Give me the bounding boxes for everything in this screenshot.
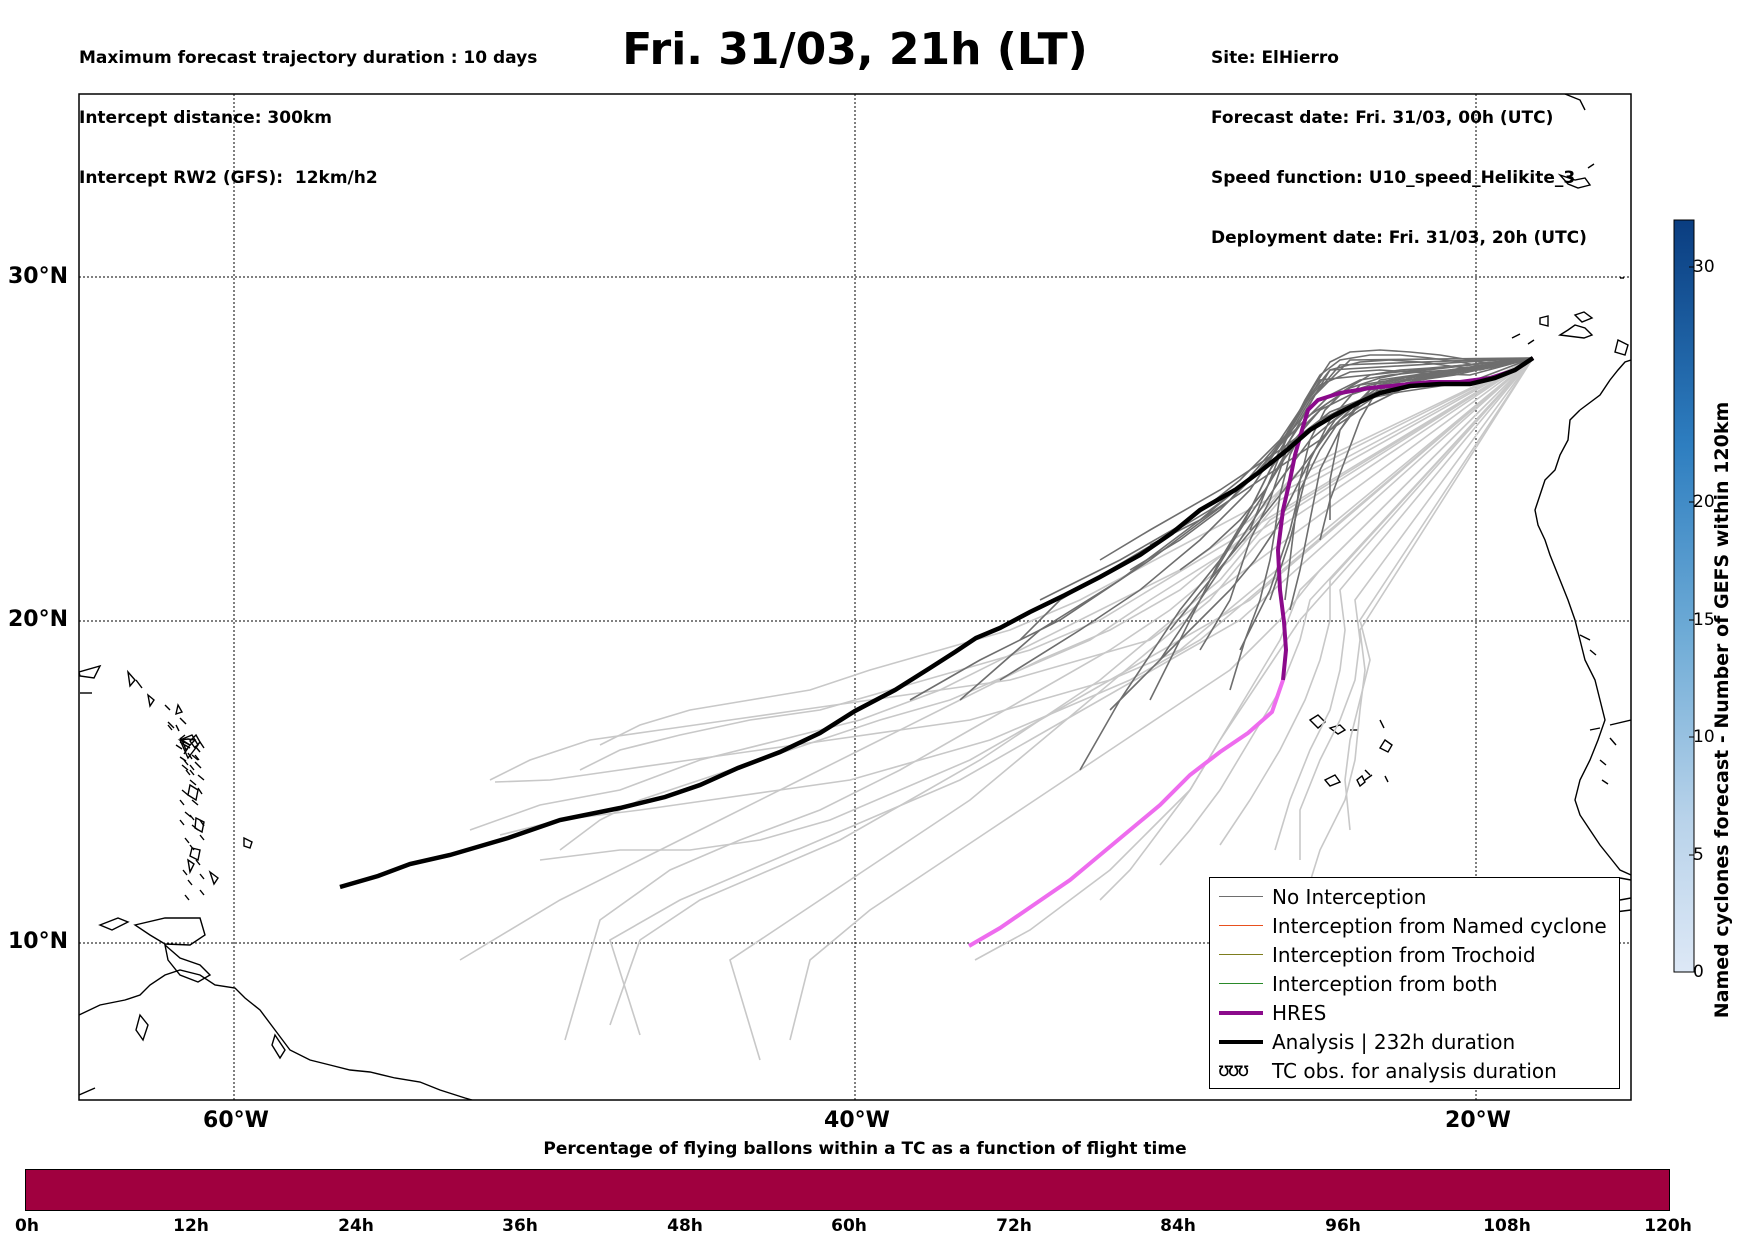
legend-item-hres: HRES [1210,998,1619,1027]
ensemble-track [564,357,1534,1041]
ensemble-track [1284,357,1534,601]
colorbar [1673,219,1695,973]
ensemble-track [1329,357,1534,520]
ensemble-track [579,357,1534,771]
colorbar-tick-label: 20 [1693,492,1715,512]
info-line: Maximum forecast trajectory duration : 1… [79,48,538,68]
ensemble-track [1159,357,1534,866]
time-label: 36h [502,1216,538,1236]
time-label: 96h [1325,1216,1361,1236]
ensemble-track [1129,354,1534,571]
ensemble-track [1159,357,1534,661]
hres-track [1275,356,1535,681]
colorbar-tick-label: 30 [1693,257,1715,277]
legend-swatch [1219,954,1263,955]
legend-label: TC obs. for analysis duration [1272,1059,1557,1083]
tc-obs-icon: ʊʊʊ [1218,1059,1249,1081]
time-label: 108h [1483,1216,1531,1236]
lat-label-10n: 10°N [8,929,69,954]
ensemble-track [609,357,1534,1026]
time-label: 24h [338,1216,374,1236]
lat-label-20n: 20°N [8,607,69,632]
ensemble-track [539,357,1534,861]
analysis-track [339,356,1535,890]
lat-label-30n: 30°N [8,264,69,289]
legend-swatch [1219,983,1263,984]
lon-label-60w: 60°W [203,1108,269,1133]
legend-label: Interception from both [1272,972,1498,996]
legend-item-no-interception: No Interception [1210,882,1619,911]
colorbar-tick-label: 0 [1693,962,1704,982]
ensemble-track [909,357,1534,701]
ensemble-track [469,357,1534,831]
ensemble-tracks-faded [459,357,1534,1061]
legend-label: Interception from Trochoid [1272,943,1536,967]
legend-swatch [1219,896,1263,897]
time-label: 48h [667,1216,703,1236]
legend-label: Analysis | 232h duration [1272,1030,1516,1054]
info-line: Intercept distance: 300km [79,108,332,128]
info-line: Forecast date: Fri. 31/03, 00h (UTC) [1211,108,1554,128]
info-line: Speed function: U10_speed_Helikite_3 [1211,168,1576,188]
info-line: Deployment date: Fri. 31/03, 20h (UTC) [1211,228,1587,248]
ensemble-track [974,357,1534,961]
legend-swatch [1219,925,1263,926]
ensemble-track [494,357,1534,783]
legend-label: HRES [1272,1001,1327,1025]
info-right: Site: ElHierro Forecast date: Fri. 31/03… [1211,8,1587,268]
ensemble-track [1299,357,1534,860]
page-title: Fri. 31/03, 21h (LT) [622,24,1088,75]
legend-item-tc-obs: ʊʊʊ TC obs. for analysis duration [1210,1056,1619,1085]
ensemble-track [609,357,1534,1036]
ensemble-track [1249,357,1534,531]
map-legend: No Interception Interception from Named … [1209,877,1620,1089]
legend-item-trochoid: Interception from Trochoid [1210,940,1619,969]
time-label: 60h [831,1216,867,1236]
legend-item-analysis: Analysis | 232h duration [1210,1027,1619,1056]
lon-label-40w: 40°W [824,1108,890,1133]
time-label: 0h [15,1216,39,1236]
flight-time-bar [25,1169,1670,1211]
time-label: 84h [1160,1216,1196,1236]
time-label: 120h [1644,1216,1692,1236]
ensemble-track [489,357,1534,781]
legend-item-both: Interception from both [1210,969,1619,998]
legend-item-named-cyclone: Interception from Named cyclone [1210,911,1619,940]
colorbar-ticks [1689,266,1694,973]
time-label: 72h [996,1216,1032,1236]
ensemble-track [1294,357,1534,931]
info-left: Maximum forecast trajectory duration : 1… [79,8,537,208]
colorbar-tick-label: 5 [1693,845,1704,865]
ensemble-tracks-no-interception [909,349,1534,771]
ensemble-track [1149,357,1534,546]
colorbar-title: Named cyclones forecast - Number of GEFS… [1711,401,1733,1019]
timebar-title: Percentage of flying ballons within a TC… [543,1139,1187,1159]
map-frame [78,93,1632,1101]
info-line: Site: ElHierro [1211,48,1339,68]
ensemble-track [599,357,1534,746]
legend-label: No Interception [1272,885,1427,909]
time-label: 12h [173,1216,209,1236]
lon-label-20w: 20°W [1445,1108,1511,1133]
ensemble-track [1344,357,1534,831]
ensemble-track [1209,357,1534,581]
info-line: Intercept RW2 (GFS): 12km/h2 [79,168,378,188]
legend-swatch [1219,1011,1263,1015]
colorbar-tick-label: 10 [1693,727,1715,747]
colorbar-tick-label: 15 [1693,610,1715,630]
coastlines [79,94,1631,1100]
ensemble-track [1274,357,1534,851]
hres-track-tail [967,679,1285,948]
legend-label: Interception from Named cyclone [1272,914,1607,938]
ensemble-track [499,357,1534,836]
legend-swatch [1219,1040,1263,1044]
